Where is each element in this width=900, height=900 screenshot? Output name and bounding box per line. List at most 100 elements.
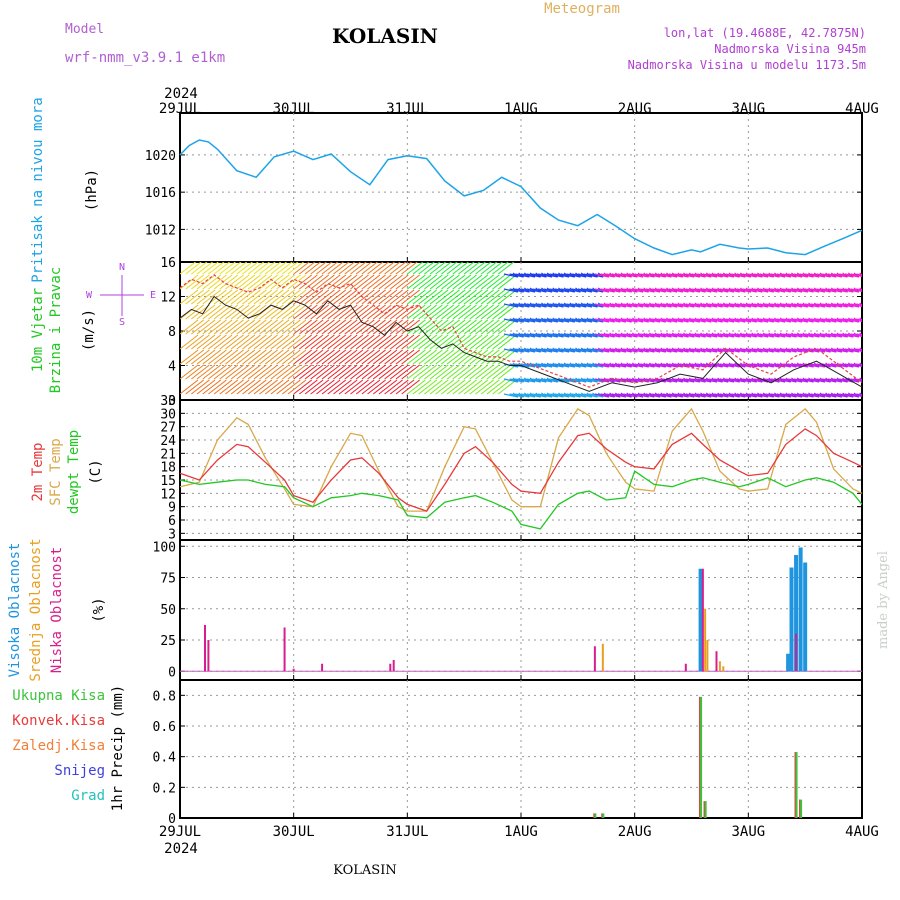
wind-arrow xyxy=(736,348,752,353)
wind-arrow xyxy=(805,318,820,323)
wind-arrow xyxy=(765,348,780,353)
wind-streak xyxy=(230,262,248,275)
wind-streak xyxy=(355,289,375,305)
wind-streak xyxy=(458,379,477,395)
wind-streak xyxy=(458,349,477,365)
wind-streak xyxy=(202,334,222,350)
wind-streak xyxy=(384,304,403,320)
wind-arrow xyxy=(674,273,689,278)
wind-arrow xyxy=(611,363,627,368)
wind-streak xyxy=(327,379,347,395)
wind-streak xyxy=(247,262,265,275)
wind-arrow xyxy=(736,288,752,293)
wind-streak xyxy=(372,274,392,290)
wind-arrow xyxy=(566,378,581,383)
wind-streak xyxy=(276,319,295,335)
wind-arrow xyxy=(594,363,610,368)
wind-arrow xyxy=(662,348,678,353)
wind-arrow xyxy=(651,288,666,293)
wind-arrow xyxy=(856,303,862,306)
wind-arrow xyxy=(822,378,837,383)
wind-arrow xyxy=(787,288,803,293)
wind-arrow xyxy=(651,273,666,278)
wind-arrow xyxy=(708,273,723,278)
wind-streak xyxy=(418,364,438,380)
wind-arrow xyxy=(782,288,797,293)
wind-arrow xyxy=(731,303,746,308)
wind-arrow xyxy=(810,363,825,368)
wind-streak xyxy=(310,334,330,350)
wind-streak xyxy=(441,364,460,380)
sfc-temp-line xyxy=(179,407,863,512)
wind-arrow xyxy=(776,303,791,308)
y-tick-label-pressure: 1016 xyxy=(145,186,176,201)
wind-arrow xyxy=(526,318,541,323)
wind-streak xyxy=(304,274,324,290)
wind-streak xyxy=(350,379,369,395)
wind-streak xyxy=(213,289,233,305)
wind-streak xyxy=(389,379,409,395)
wind-axis-label-2: Brzina i Pravac xyxy=(48,267,64,393)
wind-streak xyxy=(276,364,295,380)
wind-arrow xyxy=(697,288,712,293)
y-tick-label-temperature: 18 xyxy=(160,461,176,476)
y-tick-label-temperature: 6 xyxy=(168,514,176,529)
wind-arrow xyxy=(708,348,723,353)
wind-streak xyxy=(276,289,295,305)
wind-arrow xyxy=(606,318,621,323)
wind-arrow xyxy=(566,333,581,338)
wind-streak xyxy=(395,364,415,380)
wind-arrow xyxy=(537,303,553,308)
wind-streak xyxy=(242,289,261,305)
wind-arrow xyxy=(526,378,541,383)
wind-streak xyxy=(219,379,239,395)
wind-streak xyxy=(259,364,278,380)
wind-arrow xyxy=(816,318,831,323)
wind-streak xyxy=(321,274,341,290)
wind-streak xyxy=(202,304,222,320)
wind-arrow xyxy=(765,288,780,293)
wind-arrow xyxy=(600,288,615,293)
cloud-bar-low xyxy=(204,625,207,672)
wind-streak xyxy=(253,379,273,395)
wind-arrow xyxy=(651,363,666,368)
wind-arrow xyxy=(714,288,729,293)
wind-arrow xyxy=(628,273,644,278)
wind-streak xyxy=(253,349,273,365)
wind-streak xyxy=(270,379,290,395)
wind-streak xyxy=(180,304,199,320)
wind-arrow xyxy=(520,273,536,278)
wind-streak xyxy=(327,334,347,350)
wind-arrow xyxy=(731,273,746,278)
wind-streak xyxy=(219,319,239,335)
wind-arrow xyxy=(628,303,644,308)
wind-arrow xyxy=(611,303,627,308)
wind-streak xyxy=(446,319,466,335)
wind-arrow xyxy=(662,333,678,338)
wind-streak xyxy=(480,262,498,275)
wind-streak xyxy=(230,319,250,335)
y-tick-label-precip: 0.8 xyxy=(153,689,176,704)
wind-arrow-head xyxy=(859,287,862,291)
wind-arrow xyxy=(702,303,717,308)
wind-streak xyxy=(378,262,396,275)
wind-streak xyxy=(259,262,276,275)
wind-streak xyxy=(310,262,327,275)
wind-arrow xyxy=(617,348,632,353)
wind-arrow xyxy=(623,303,638,308)
wind-streak xyxy=(418,304,438,320)
wind-streak xyxy=(321,289,341,305)
wind-arrow xyxy=(787,333,803,338)
wind-arrow xyxy=(799,348,814,353)
wind-streak xyxy=(264,364,284,380)
wind-arrow xyxy=(787,378,803,383)
wind-arrow xyxy=(793,348,808,353)
wind-arrow xyxy=(634,363,649,368)
wind-streak xyxy=(486,289,506,305)
wind-arrow xyxy=(617,393,632,398)
wind-arrow xyxy=(606,363,621,368)
wind-streak xyxy=(287,289,307,305)
x-tick-label-bottom: 1AUG xyxy=(504,824,538,840)
wind-streak xyxy=(304,364,324,380)
wind-streak xyxy=(299,379,318,395)
